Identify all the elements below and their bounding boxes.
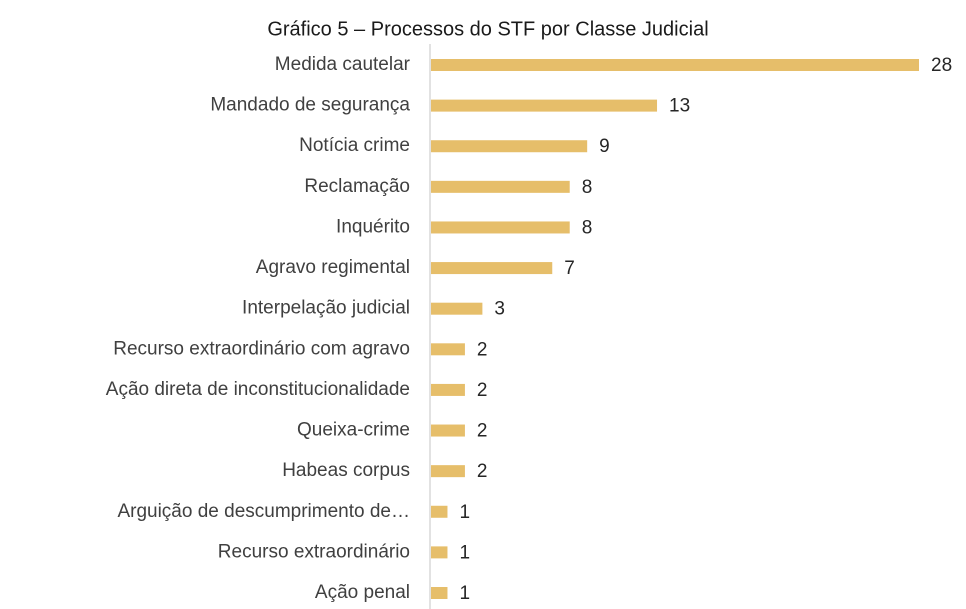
y-tick-label: Mandado de segurança (210, 95, 410, 116)
data-label: 1 (459, 502, 470, 523)
y-tick-label: Arguição de descumprimento de… (117, 501, 410, 522)
bar (431, 383, 465, 396)
bar (431, 262, 553, 275)
data-label: 7 (564, 258, 575, 279)
bar (431, 424, 465, 437)
y-tick-label: Agravo regimental (256, 257, 410, 278)
y-tick-label: Habeas corpus (282, 460, 410, 481)
y-tick-label: Queixa-crime (297, 420, 410, 441)
data-label: 2 (477, 421, 488, 442)
data-label: 2 (477, 380, 488, 401)
y-tick-label: Notícia crime (299, 135, 410, 156)
y-tick-label: Interpelação judicial (242, 298, 410, 319)
data-label: 9 (599, 136, 610, 157)
bar (431, 343, 465, 356)
data-label: 1 (459, 583, 470, 604)
y-tick-label: Medida cautelar (275, 54, 411, 75)
y-tick-label: Ação penal (315, 582, 410, 603)
y-tick-label: Recurso extraordinário (218, 541, 410, 562)
bar (431, 587, 448, 599)
y-tick-label: Recurso extraordinário com agravo (113, 338, 410, 359)
data-label: 13 (669, 96, 690, 117)
bar (431, 465, 465, 478)
bar (431, 221, 570, 234)
bar (431, 140, 588, 153)
bar (431, 505, 448, 518)
chart-title: Gráfico 5 – Processos do STF por Classe … (267, 18, 708, 40)
y-tick-label: Reclamação (304, 176, 410, 197)
bar (431, 302, 483, 315)
bar (431, 99, 658, 112)
data-label: 8 (582, 177, 593, 198)
bar (431, 59, 919, 71)
data-label: 2 (477, 339, 488, 360)
data-label: 28 (931, 55, 952, 76)
y-tick-label: Inquérito (336, 216, 410, 237)
y-tick-label: Ação direta de inconstitucionalidade (106, 379, 410, 400)
data-label: 1 (459, 542, 470, 563)
data-label: 8 (582, 217, 593, 238)
data-label: 3 (494, 299, 505, 320)
bar (431, 180, 570, 193)
data-label: 2 (477, 461, 488, 482)
bar (431, 546, 448, 559)
